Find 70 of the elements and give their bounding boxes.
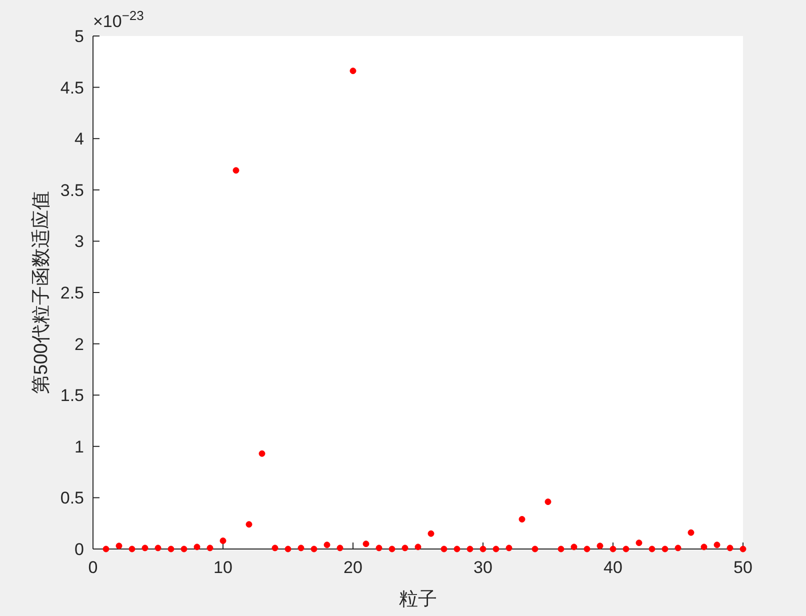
ytick: 1.5 bbox=[60, 386, 84, 406]
point bbox=[466, 546, 474, 552]
point bbox=[492, 546, 500, 552]
point bbox=[506, 544, 512, 552]
ylabel: 第500代粒子函数适应值 bbox=[31, 191, 52, 394]
ytick: 3 bbox=[74, 232, 84, 252]
point bbox=[376, 544, 382, 552]
point bbox=[532, 546, 538, 552]
ytick: 1 bbox=[74, 437, 84, 456]
point bbox=[558, 546, 564, 552]
point bbox=[480, 546, 486, 552]
ytick: 4.5 bbox=[60, 78, 84, 98]
point bbox=[428, 530, 434, 537]
point bbox=[388, 546, 396, 552]
point bbox=[544, 498, 552, 506]
point bbox=[324, 542, 330, 548]
point bbox=[440, 546, 448, 552]
point bbox=[128, 546, 136, 552]
point bbox=[700, 544, 708, 550]
ytick: 3.5 bbox=[60, 180, 84, 200]
point bbox=[584, 546, 590, 552]
point bbox=[414, 544, 422, 550]
point bbox=[362, 540, 370, 548]
point bbox=[688, 529, 694, 536]
point bbox=[454, 546, 460, 552]
point bbox=[258, 450, 266, 457]
ytick: 4 bbox=[74, 130, 84, 149]
point bbox=[246, 521, 252, 528]
point bbox=[596, 542, 604, 550]
point bbox=[194, 544, 200, 550]
point bbox=[636, 540, 642, 546]
point bbox=[220, 538, 226, 544]
xlabel: 粒子 bbox=[399, 589, 437, 610]
point bbox=[336, 544, 344, 552]
point bbox=[726, 544, 734, 552]
ytick: 0.5 bbox=[60, 488, 84, 508]
point bbox=[714, 542, 720, 548]
ytick: 2.5 bbox=[60, 284, 84, 302]
point bbox=[206, 544, 214, 552]
point bbox=[610, 546, 616, 552]
point bbox=[570, 544, 578, 550]
point bbox=[674, 544, 682, 552]
point bbox=[116, 542, 122, 550]
point bbox=[740, 546, 746, 552]
point bbox=[180, 546, 188, 552]
xtick: 10 bbox=[214, 558, 232, 577]
point bbox=[622, 546, 630, 552]
ytick: 0 bbox=[74, 540, 84, 559]
annotation: ×10$^{−23}$ bbox=[93, 8, 144, 31]
point bbox=[662, 546, 668, 552]
ytick: 2 bbox=[74, 334, 84, 354]
point bbox=[402, 544, 408, 552]
ytick: 5 bbox=[74, 27, 84, 46]
xtick: 50 bbox=[734, 558, 752, 577]
point bbox=[298, 544, 304, 552]
xtick: 20 bbox=[344, 558, 362, 577]
xtick: 40 bbox=[604, 558, 622, 577]
point bbox=[648, 546, 656, 552]
point bbox=[272, 544, 278, 552]
point bbox=[142, 544, 148, 552]
xtick: 0 bbox=[88, 558, 98, 577]
point bbox=[518, 516, 526, 522]
point bbox=[154, 544, 162, 552]
point bbox=[232, 167, 240, 174]
point bbox=[310, 546, 318, 552]
point bbox=[168, 546, 174, 552]
point bbox=[284, 546, 292, 552]
point bbox=[350, 68, 356, 74]
xtick: 30 bbox=[474, 558, 492, 577]
point bbox=[102, 546, 110, 552]
